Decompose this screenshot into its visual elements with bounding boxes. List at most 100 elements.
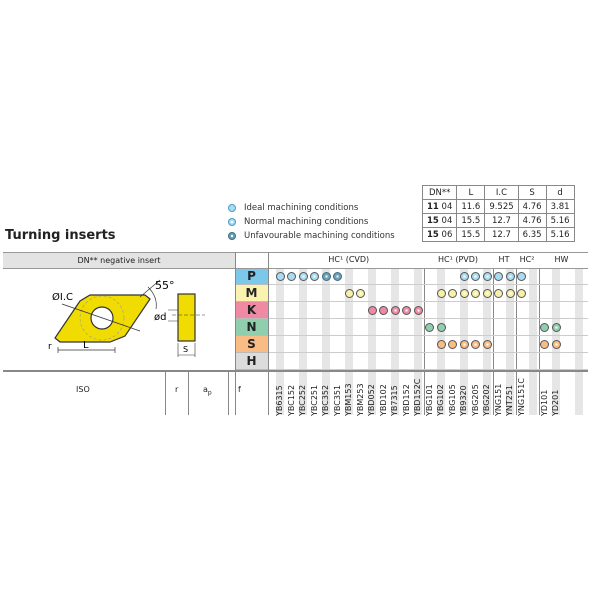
group-divider — [423, 252, 425, 415]
ideal-condition-dot — [436, 340, 446, 349]
grade-code: YB6315 — [275, 385, 284, 416]
grade-code: YBD152 — [401, 384, 411, 416]
ideal-condition-dot — [344, 289, 354, 298]
column-stripe — [391, 268, 399, 415]
dims-row: 11 04 11.6 9.525 4.76 3.81 — [421, 199, 575, 214]
angle-label: 55° — [155, 279, 175, 292]
cell: 12.7 — [484, 227, 519, 242]
normal-condition-dot — [413, 306, 423, 315]
header-cell: DN** — [421, 185, 458, 200]
normal-condition-dot — [471, 340, 480, 349]
material-M: M — [235, 285, 268, 302]
normal-condition-dot — [356, 289, 365, 298]
size-cell: 15 04 — [421, 213, 458, 228]
grade-code: YNT251 — [505, 384, 514, 416]
size-prefix: 15 — [427, 215, 439, 226]
cell: 11.6 — [456, 199, 486, 214]
cell: 9.525 — [484, 199, 519, 214]
normal-condition-dot — [459, 340, 469, 349]
r-label: r — [48, 342, 52, 352]
unfavourable-dot-icon — [228, 232, 236, 240]
cell: 6.35 — [517, 227, 547, 242]
page-title: Turning inserts — [5, 228, 116, 243]
column-divider — [165, 371, 166, 415]
normal-condition-dot — [551, 323, 561, 332]
normal-condition-dot — [390, 306, 400, 315]
ap-sub: p — [207, 389, 212, 397]
legend-unfavourable: Unfavourable machining conditions — [228, 231, 395, 241]
cell: 5.16 — [545, 213, 575, 228]
table-top-border — [3, 252, 588, 253]
grade-code: YB7315 — [390, 385, 399, 416]
insert-drawing: 55° ØI.C r L ød S — [48, 279, 205, 357]
column-stripe — [322, 268, 330, 415]
grade-code: YD201 — [551, 389, 560, 416]
cell: 3.81 — [545, 199, 575, 214]
ideal-dot-icon — [228, 204, 236, 212]
ideal-condition-dot — [540, 323, 549, 332]
grade-code: YB9320 — [459, 385, 468, 416]
material-P: P — [235, 268, 268, 285]
ideal-condition-dot — [448, 289, 457, 298]
unfavourable-condition-dot — [333, 272, 342, 281]
ideal-condition-dot — [436, 289, 446, 298]
normal-condition-dot — [471, 272, 480, 281]
header-bottom-border — [3, 268, 588, 269]
normal-condition-dot — [471, 289, 480, 298]
normal-condition-dot — [551, 340, 561, 349]
ideal-condition-dot — [517, 272, 526, 281]
ideal-condition-dot — [494, 289, 503, 298]
iso-label: ISO — [76, 385, 90, 394]
grade-code: YBD152C — [413, 378, 422, 416]
grade-code: YD101 — [539, 389, 549, 416]
row-divider — [268, 284, 588, 285]
dims-row: 15 04 15.5 12.7 4.76 5.16 — [421, 213, 575, 228]
column-divider — [235, 252, 236, 415]
cell: 12.7 — [484, 213, 519, 228]
ideal-condition-dot — [379, 306, 388, 315]
ideal-condition-dot — [436, 323, 446, 332]
grade-code: YNG151C — [516, 378, 526, 416]
materials-bottom-border — [3, 370, 588, 372]
material-H: H — [235, 353, 268, 370]
row-divider — [268, 301, 588, 302]
size-suffix: 06 — [441, 229, 453, 240]
cell: 4.76 — [517, 199, 547, 214]
ideal-condition-dot — [540, 340, 549, 349]
cell: 4.76 — [517, 213, 547, 228]
group-header: HT — [492, 252, 516, 268]
column-stripe — [575, 268, 583, 415]
grade-code: YBG105 — [447, 384, 457, 416]
normal-condition-dot — [459, 272, 469, 281]
s-label: S — [183, 345, 188, 354]
insert-header: DN** negative insert — [3, 252, 235, 269]
row-divider — [268, 369, 588, 370]
l-label: L — [83, 340, 89, 351]
group-divider — [538, 252, 540, 415]
size-cell: 15 06 — [421, 227, 458, 242]
d-label: ød — [154, 312, 166, 323]
material-S: S — [235, 336, 268, 353]
column-stripe — [299, 268, 307, 415]
column-stripe — [368, 268, 376, 415]
column-stripe — [506, 268, 514, 415]
ideal-condition-dot — [448, 340, 457, 349]
group-header: HC² — [515, 252, 539, 268]
legend-normal: Normal machining conditions — [228, 217, 368, 227]
legend-label: Unfavourable machining conditions — [244, 231, 395, 241]
ideal-condition-dot — [494, 272, 503, 281]
normal-condition-dot — [482, 272, 492, 281]
group-divider — [492, 252, 494, 415]
normal-condition-dot — [298, 272, 308, 281]
size-prefix: 11 — [427, 201, 439, 212]
f-column-label: f — [238, 385, 241, 394]
column-stripe — [529, 268, 537, 415]
header-cell: S — [517, 185, 547, 200]
ap-column-label: ap — [203, 385, 212, 397]
row-divider — [268, 335, 588, 336]
column-stripe — [414, 268, 422, 415]
normal-condition-dot — [505, 289, 515, 298]
grade-code: YBM253 — [355, 383, 365, 416]
